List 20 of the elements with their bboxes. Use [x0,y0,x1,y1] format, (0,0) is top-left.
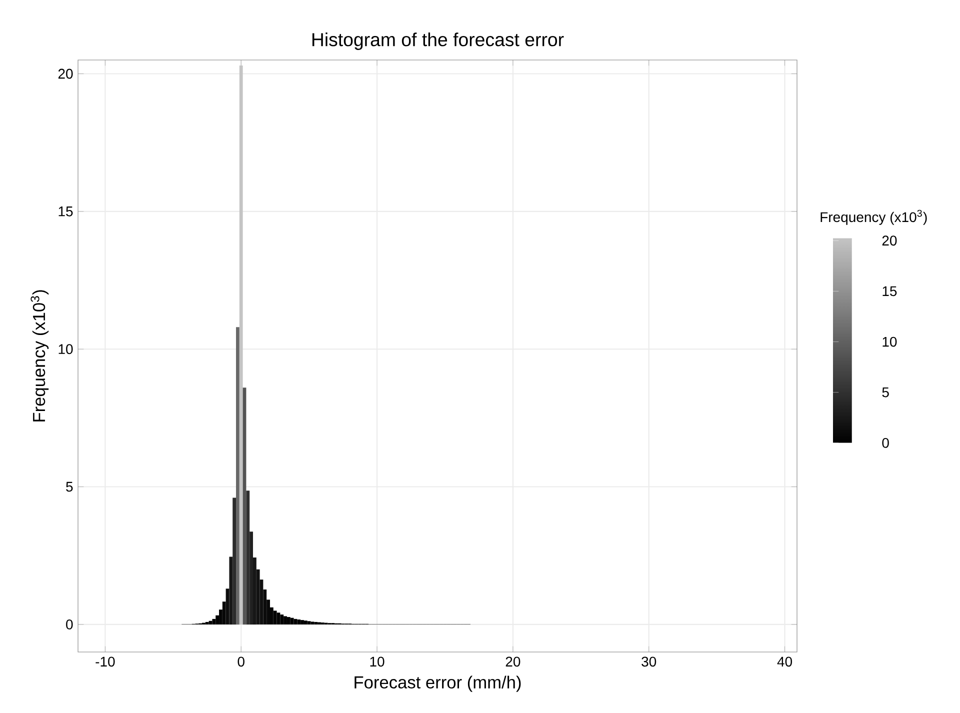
y-axis-title: Frequency (x10$^{3}$) [30,290,49,422]
color-bar-label: 15 [882,286,897,296]
color-bar-label: 0 [882,438,889,448]
x-tick-label: 40 [777,656,792,667]
x-axis-title: Forecast error (mm/h) [354,676,521,692]
x-tick-label: 0 [238,656,244,667]
color-bar-label: 5 [882,387,889,398]
x-tick-label: 30 [642,656,656,667]
x-tick-label: 10 [370,656,384,667]
x-tick-label: -10 [96,656,115,667]
y-tick-label: 5 [66,482,73,492]
y-tick-label: 15 [58,206,73,216]
x-tick-label: 20 [506,656,520,667]
chart-title: Histogram of the forecast error [312,32,564,50]
y-tick-label: 20 [58,68,73,79]
y-tick-label: 0 [66,620,73,630]
color-bar-label: 10 [882,336,897,347]
color-bar-label: 20 [882,236,897,246]
y-tick-label: 10 [58,344,73,354]
color-bar-title: Frequency (x10$^{3}$) [820,210,927,225]
